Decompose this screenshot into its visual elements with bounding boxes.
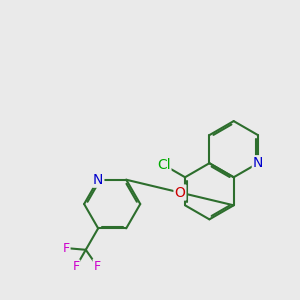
Text: F: F xyxy=(94,260,101,272)
Text: N: N xyxy=(93,173,103,187)
Text: Cl: Cl xyxy=(157,158,170,172)
Text: F: F xyxy=(72,260,80,274)
Text: F: F xyxy=(62,242,70,255)
Text: N: N xyxy=(253,156,263,170)
Text: O: O xyxy=(175,185,185,200)
